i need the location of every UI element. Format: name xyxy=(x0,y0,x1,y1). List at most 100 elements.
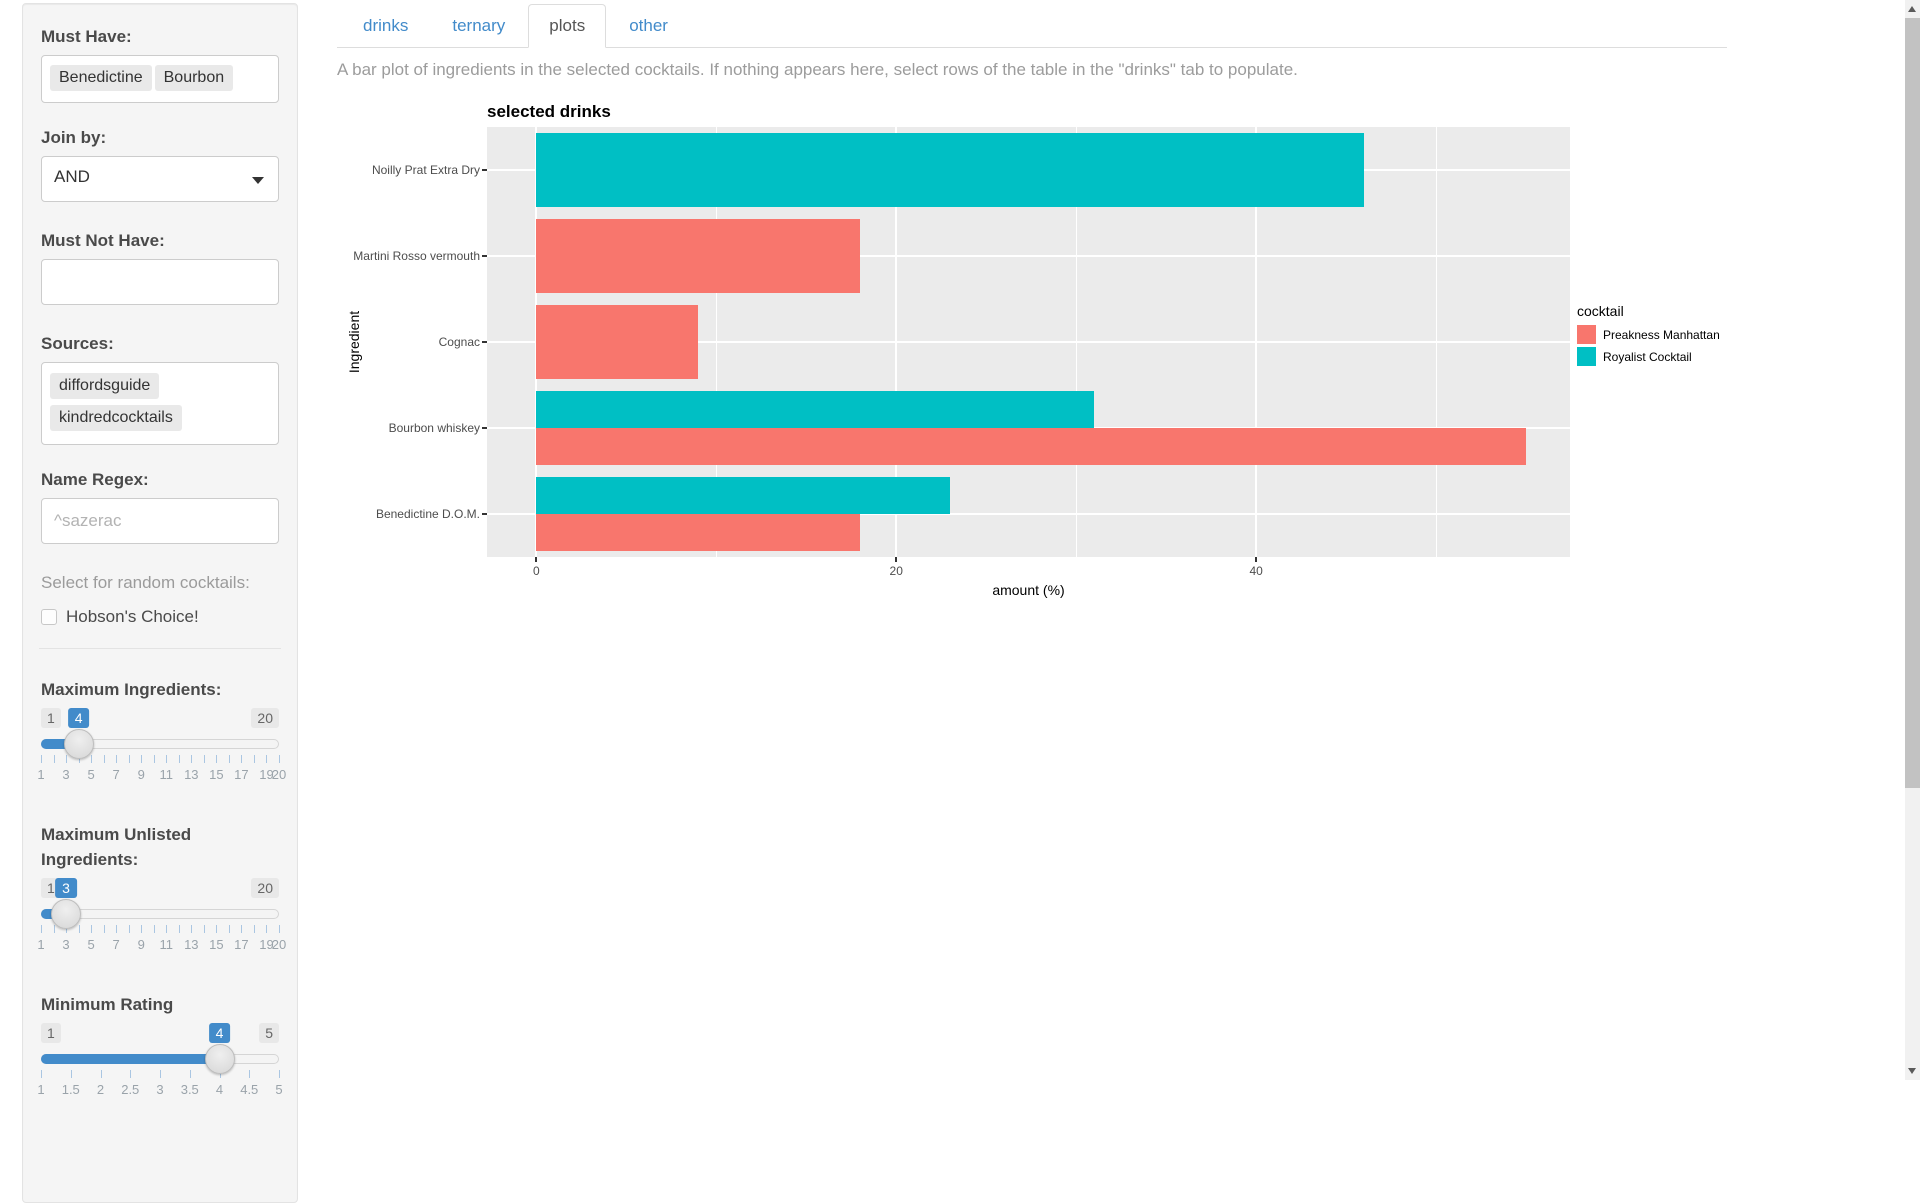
slider-tick xyxy=(241,925,243,933)
slider-2: Maximum Unlisted Ingredients: 1 20 3 1 3 5 7 9 11… xyxy=(37,822,286,962)
slider-tick xyxy=(178,925,180,933)
tab-ternary[interactable]: ternary xyxy=(452,16,506,35)
source-tag[interactable]: kindredcocktails xyxy=(50,405,182,431)
slider-grid-label: 20 xyxy=(271,937,287,952)
slider-controls: Maximum Ingredients: 1 20 4 1 3 5 7 9 11 13 15 17 19 2… xyxy=(37,677,286,1107)
main-content: drinks ternary plots other A bar plot of in… xyxy=(337,4,1737,82)
slider-tick xyxy=(216,755,218,763)
legend-label: Royalist Cocktail xyxy=(1603,349,1692,364)
slider-grid-label: 3 xyxy=(62,937,70,952)
slider-value-badge: 4 xyxy=(67,708,90,728)
tab-plots[interactable]: plots xyxy=(528,4,607,48)
x-tick-label: 0 xyxy=(532,564,540,578)
plot-description: A bar plot of ingredients in the selecte… xyxy=(337,60,1298,79)
slider-grid-label: 1 xyxy=(37,937,45,952)
scrollbar-thumb[interactable] xyxy=(1905,18,1920,788)
slider-widget[interactable]: 1 20 4 1 3 5 7 9 11 13 15 17 19 20 xyxy=(37,708,286,792)
slider-tick xyxy=(91,925,93,933)
name-regex-input[interactable] xyxy=(41,498,279,544)
slider-tick xyxy=(128,755,130,763)
slider-grid-label: 1 xyxy=(37,1082,45,1097)
tab-other[interactable]: other xyxy=(629,16,668,35)
bar xyxy=(536,428,1527,465)
slider-tick xyxy=(53,755,55,763)
join-by-value: AND xyxy=(54,167,90,186)
must-have-label: Must Have: xyxy=(41,27,132,46)
random-cocktails-help: Select for random cocktails: xyxy=(41,573,250,592)
slider-3: Minimum Rating 1 5 4 1 1.5 2 2.5 3 3.5 4 4.5 5 xyxy=(37,992,283,1107)
tab-drinks[interactable]: drinks xyxy=(363,16,409,35)
sources-label: Sources: xyxy=(41,334,114,353)
source-tag[interactable]: diffordsguide xyxy=(50,373,160,399)
must-have-input[interactable]: Benedictine Bourbon xyxy=(41,55,279,103)
slider-min-badge: 1 xyxy=(41,708,61,728)
slider-tick xyxy=(216,925,218,933)
slider-max-badge: 20 xyxy=(251,878,279,898)
join-by-select[interactable]: AND xyxy=(41,156,279,202)
slider-tick xyxy=(91,755,93,763)
slider-tick xyxy=(189,1070,191,1078)
slider-tick xyxy=(66,755,68,763)
legend-entries: Preakness Manhattan Royalist Cocktail xyxy=(1577,325,1720,366)
sidebar-divider xyxy=(39,648,281,649)
slider-label: Maximum Ingredients: xyxy=(41,680,222,699)
slider-handle[interactable] xyxy=(50,899,81,929)
slider-grid-label: 4 xyxy=(215,1082,224,1097)
slider-tick xyxy=(166,925,168,933)
slider-tick xyxy=(203,755,205,763)
slider-widget[interactable]: 1 20 3 1 3 5 7 9 11 13 15 17 19 20 xyxy=(37,878,286,962)
must-have-tag[interactable]: Bourbon xyxy=(154,65,234,91)
slider-widget[interactable]: 1 5 4 1 1.5 2 2.5 3 3.5 4 4.5 5 xyxy=(37,1023,283,1107)
y-tick-mark xyxy=(482,341,487,343)
must-have-tag[interactable]: Benedictine xyxy=(50,65,152,91)
slider-tick xyxy=(78,925,80,933)
vertical-scrollbar[interactable] xyxy=(1905,0,1920,1080)
slider-tick xyxy=(241,755,243,763)
slider-tick xyxy=(249,1070,251,1078)
bar xyxy=(536,514,861,551)
slider-grid-label: 17 xyxy=(234,937,249,952)
must-not-have-input[interactable] xyxy=(41,259,279,305)
slider-1: Maximum Ingredients: 1 20 4 1 3 5 7 9 11 13 15 17 19 2… xyxy=(37,677,286,792)
slider-grid-label: 15 xyxy=(209,937,224,952)
y-tick-label: Noilly Prat Extra Dry xyxy=(371,163,480,177)
slider-grid-label: 19 xyxy=(259,767,274,782)
bar xyxy=(536,391,1095,428)
legend-entry: Preakness Manhattan xyxy=(1577,325,1720,344)
slider-fill xyxy=(41,739,79,749)
name-regex-label: Name Regex: xyxy=(41,470,149,489)
x-tick-mark xyxy=(1255,557,1258,562)
slider-tick xyxy=(166,755,168,763)
slider-grid-label: 17 xyxy=(234,767,249,782)
slider-grid-label: 2 xyxy=(96,1082,105,1097)
tab-bar: drinks ternary plots other xyxy=(337,4,1727,48)
slider-label: Maximum Unlisted Ingredients: xyxy=(41,825,192,869)
slider-handle[interactable] xyxy=(63,729,94,759)
x-tick-label: 20 xyxy=(889,564,903,578)
major-gridline xyxy=(487,513,1570,515)
slider-tick xyxy=(116,755,118,763)
must-not-have-label: Must Not Have: xyxy=(41,231,165,250)
x-tick-label: 40 xyxy=(1249,564,1263,578)
hobsons-choice-checkbox[interactable] xyxy=(41,609,57,625)
y-tick-label: Bourbon whiskey xyxy=(388,421,480,435)
slider-grid-label: 13 xyxy=(184,937,199,952)
slider-tick xyxy=(130,1070,132,1078)
slider-max-badge: 5 xyxy=(259,1023,279,1043)
sidebar: Must Have: Benedictine Bourbon Join by: A… xyxy=(22,3,298,1203)
bar xyxy=(536,219,861,293)
slider-max-badge: 20 xyxy=(251,708,279,728)
slider-tick xyxy=(253,925,255,933)
slider-tick xyxy=(203,925,205,933)
major-gridline xyxy=(487,341,1570,343)
slider-handle[interactable] xyxy=(204,1044,235,1074)
scrollbar-down-icon[interactable] xyxy=(1908,1068,1916,1074)
slider-grid-label: 5 xyxy=(87,767,95,782)
slider-tick xyxy=(66,925,68,933)
slider-min-badge: 1 xyxy=(41,1023,61,1043)
slider-grid-label: 9 xyxy=(137,767,145,782)
slider-tick xyxy=(266,925,268,933)
scrollbar-up-icon[interactable] xyxy=(1908,6,1916,12)
sources-input[interactable]: diffordsguide kindredcocktails xyxy=(41,362,279,445)
slider-tick xyxy=(279,1070,280,1078)
